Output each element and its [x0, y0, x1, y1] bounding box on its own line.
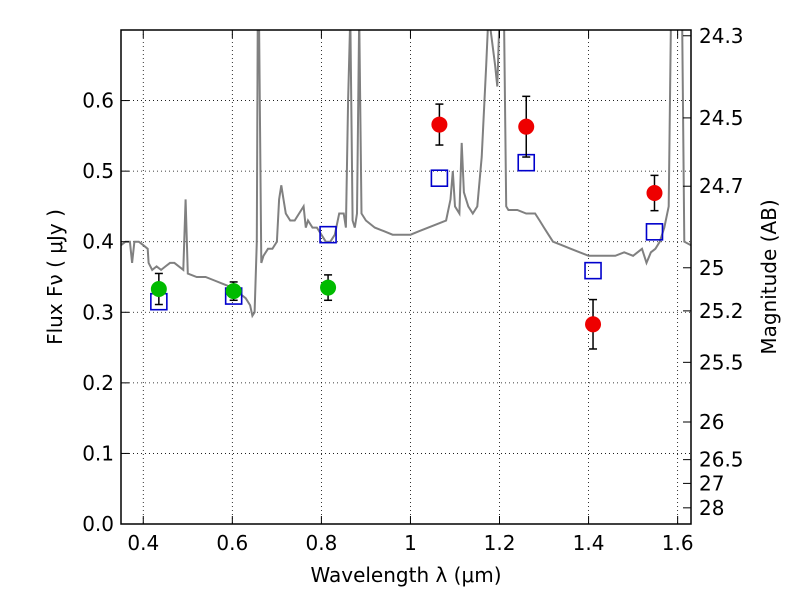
y-tick-label: 0.4 [82, 230, 114, 254]
observed-point [646, 185, 663, 202]
x-tick-label: 0.8 [305, 531, 337, 555]
observed-point [150, 280, 167, 297]
axis-ticks: 0.4 0.6 0.8 1 1.2 1.4 1.6 0.0 0.1 0.2 0.3 0.4 0.5 0.6… [82, 24, 743, 555]
plot-frame [120, 29, 692, 525]
model-square [645, 223, 664, 241]
magnitude-tick-label: 28 [699, 496, 724, 520]
x-tick-label: 0.4 [127, 531, 159, 555]
x-tick-label: 1.2 [484, 531, 516, 555]
photometry-markers [150, 95, 664, 350]
y-tick-label: 0.1 [82, 441, 114, 465]
magnitude-tick-label: 25.2 [699, 299, 744, 323]
magnitude-tick-label: 24.7 [699, 174, 744, 198]
observed-point [518, 118, 535, 135]
y-tick-label: 0.6 [82, 89, 114, 113]
magnitude-tick-label: 24.3 [699, 24, 744, 48]
x-axis-label: Wavelength λ (μm) [310, 563, 501, 587]
observed-point [431, 116, 448, 133]
y-tick-label: 0.5 [82, 159, 114, 183]
spectrum-line [121, 30, 691, 319]
x-tick-label: 0.6 [216, 531, 248, 555]
y-tick-label: 0.3 [82, 300, 114, 324]
magnitude-tick-label: 24.5 [699, 106, 744, 130]
magnitude-tick-label: 26 [699, 410, 724, 434]
model-square [319, 225, 337, 244]
observed-point [585, 316, 602, 333]
x-tick-label: 1.4 [573, 531, 605, 555]
y-tick-label: 0.0 [82, 512, 114, 536]
x-tick-label: 1.6 [662, 531, 694, 555]
right-axis-label: Magnitude (AB) [757, 199, 781, 354]
magnitude-tick-label: 25.5 [699, 350, 744, 374]
magnitude-tick-label: 26.5 [699, 448, 744, 472]
observed-point [320, 279, 337, 296]
model-square [584, 261, 602, 280]
magnitude-tick-label: 27 [699, 471, 724, 495]
magnitude-tick-label: 25 [699, 256, 724, 280]
model-square [430, 169, 449, 187]
observed-point [225, 283, 242, 300]
x-tick-label: 1 [404, 531, 417, 555]
model-spectrum [121, 30, 691, 319]
y-tick-label: 0.2 [82, 371, 114, 395]
y-axis-label: Flux Fν ( μJy ) [43, 209, 67, 345]
